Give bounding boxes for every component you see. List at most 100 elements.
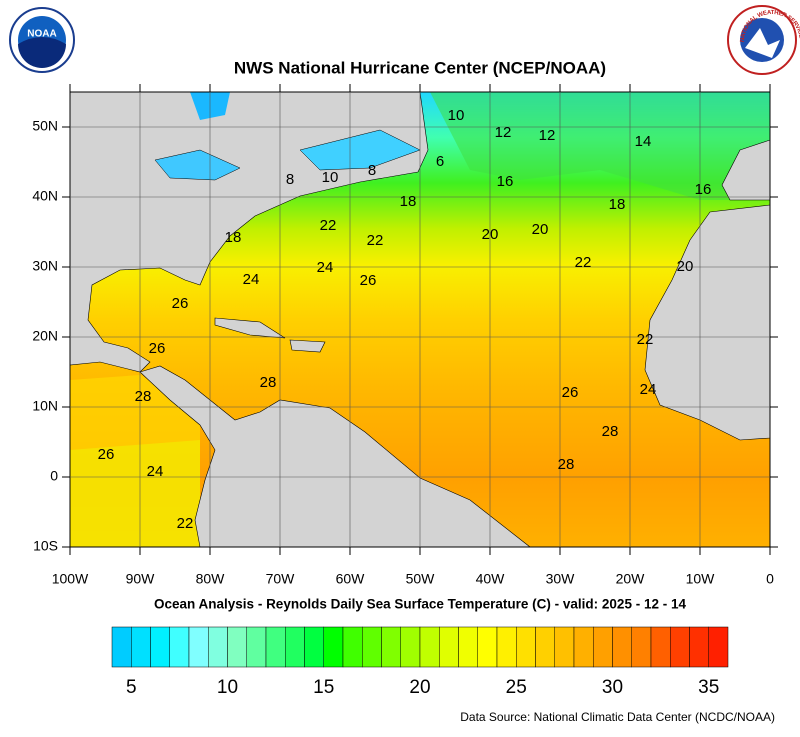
- colorbar-cell: [131, 626, 151, 668]
- colorbar-cell: [554, 626, 575, 668]
- contour-labels: 10 12 12 14 6 8 10 8 16 16 18 18 22 18 20 20 22 22 20 24 24 2…: [98, 107, 712, 532]
- colorbar-cell: [612, 626, 632, 668]
- contour-label: 6: [436, 153, 444, 170]
- colorbar-label: 10: [217, 677, 238, 698]
- contour-label: 28: [558, 456, 575, 473]
- subtitle: Ocean Analysis - Reynolds Daily Sea Surf…: [154, 597, 686, 612]
- colorbar-cell: [285, 626, 305, 668]
- nws-logo: NATIONAL WEATHER SERVICE: [727, 5, 800, 75]
- contour-label: 22: [320, 217, 337, 234]
- colorbar-cell: [439, 626, 459, 668]
- contour-label: 24: [147, 463, 164, 480]
- gulf-st-lawrence: [299, 129, 421, 171]
- colorbar-cell: [535, 626, 555, 668]
- contour-label: 22: [177, 515, 194, 532]
- colorbar-label: 30: [602, 677, 623, 698]
- lat-label: 40N: [32, 188, 58, 204]
- contour-label: 12: [539, 127, 556, 144]
- island: [214, 317, 286, 339]
- contour-label: 28: [135, 388, 152, 405]
- contour-label: 18: [400, 193, 417, 210]
- contour-label: 14: [635, 133, 652, 150]
- colorbar-cell: [496, 626, 517, 668]
- contour-label: 20: [677, 258, 694, 275]
- title: NWS National Hurricane Center (NCEP/NOAA…: [234, 58, 606, 77]
- colorbar-cell: [150, 626, 170, 668]
- contour-label: 10: [448, 107, 465, 124]
- lat-label: 30N: [32, 258, 58, 274]
- colorbar-cell: [111, 626, 132, 668]
- lon-label: 90W: [126, 571, 156, 587]
- colorbar-cell: [419, 626, 440, 668]
- colorbar-cell: [169, 626, 190, 668]
- colorbar-cell: [708, 626, 729, 668]
- africa: [644, 204, 771, 441]
- contour-label: 24: [317, 259, 334, 276]
- contour-label: 22: [637, 331, 654, 348]
- colorbar-cell: [381, 626, 401, 668]
- contour-label: 24: [243, 271, 260, 288]
- lon-label: 50W: [406, 571, 436, 587]
- colorbar-cell: [323, 626, 344, 668]
- colorbar-cell: [477, 626, 498, 668]
- noaa-logo: NOAA: [9, 7, 75, 73]
- colorbar-label: 20: [409, 677, 430, 698]
- logo-text: NOAA: [27, 29, 56, 40]
- colorbar-cell: [689, 626, 709, 668]
- grid: 50N 40N 30N 20N 10N 0 10S 100W 90W 80W 70W 60W 50W 40…: [32, 84, 778, 587]
- lon-label: 30W: [546, 571, 576, 587]
- lat-label: 0: [50, 468, 58, 484]
- contour-label: 8: [286, 171, 294, 188]
- colorbar-label: 35: [698, 677, 719, 698]
- lon-label: 100W: [52, 571, 89, 587]
- colorbar-cell: [631, 626, 652, 668]
- contour-label: 28: [602, 423, 619, 440]
- contour-label: 12: [495, 124, 512, 141]
- lat-label: 10S: [33, 538, 58, 554]
- contour-label: 18: [609, 196, 626, 213]
- north-atlantic: [430, 92, 770, 200]
- island: [289, 339, 326, 353]
- colorbar-label: 15: [313, 677, 334, 698]
- contour-label: 22: [575, 254, 592, 271]
- contour-label: 22: [367, 232, 384, 249]
- colorbar-cell: [593, 626, 613, 668]
- lon-label: 80W: [196, 571, 226, 587]
- colorbar-cell: [516, 626, 536, 668]
- colorbar-label: 25: [506, 677, 527, 698]
- contour-label: 26: [98, 446, 115, 463]
- colorbar-cell: [362, 626, 382, 668]
- lon-label: 40W: [476, 571, 506, 587]
- lon-label: 10W: [686, 571, 716, 587]
- contour-label: 26: [172, 295, 189, 312]
- contour-label: 20: [482, 226, 499, 243]
- contour-label: 16: [497, 173, 514, 190]
- colorbar-cell: [400, 626, 421, 668]
- lon-label: 0: [766, 571, 774, 587]
- colorbar-cell: [650, 626, 671, 668]
- contour-label: 8: [368, 162, 376, 179]
- colorbar: 5 10 15 20 25 30 35: [111, 626, 729, 698]
- colorbar-cell: [188, 626, 209, 668]
- colorbar-cell: [265, 626, 286, 668]
- lon-label: 60W: [336, 571, 366, 587]
- pacific: [70, 440, 200, 547]
- contour-label: 24: [640, 381, 657, 398]
- lon-label: 20W: [616, 571, 646, 587]
- contour-label: 28: [260, 374, 277, 391]
- contour-label: 20: [532, 221, 549, 238]
- europe: [721, 139, 771, 201]
- contour-label: 26: [149, 340, 166, 357]
- lat-label: 10N: [32, 398, 58, 414]
- colorbar-cell: [670, 626, 690, 668]
- contour-label: 18: [225, 229, 242, 246]
- colorbar-cell: [573, 626, 594, 668]
- contour-label: 26: [562, 384, 579, 401]
- contour-label: 10: [322, 169, 339, 186]
- contour-label: 16: [695, 181, 712, 198]
- colorbar-cell: [458, 626, 478, 668]
- great-lakes: [154, 149, 241, 181]
- colorbar-cell: [208, 626, 228, 668]
- lat-label: 50N: [32, 118, 58, 134]
